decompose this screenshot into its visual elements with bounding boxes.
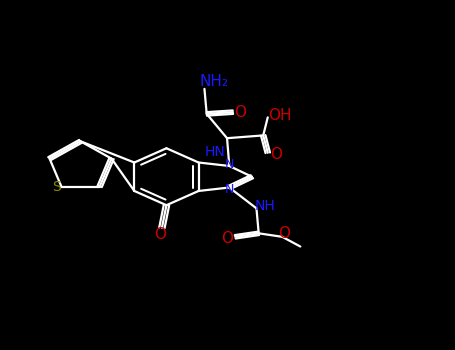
Text: OH: OH	[268, 108, 292, 123]
Text: NH₂: NH₂	[200, 74, 229, 89]
Text: HN: HN	[204, 145, 225, 159]
Text: N: N	[225, 183, 234, 196]
Text: N: N	[225, 158, 234, 171]
Text: O: O	[278, 226, 290, 241]
Text: O: O	[270, 147, 282, 162]
Text: O: O	[221, 231, 233, 246]
Text: O: O	[234, 105, 246, 120]
Text: S: S	[52, 180, 61, 194]
Text: O: O	[154, 226, 166, 242]
Text: NH: NH	[254, 199, 275, 213]
